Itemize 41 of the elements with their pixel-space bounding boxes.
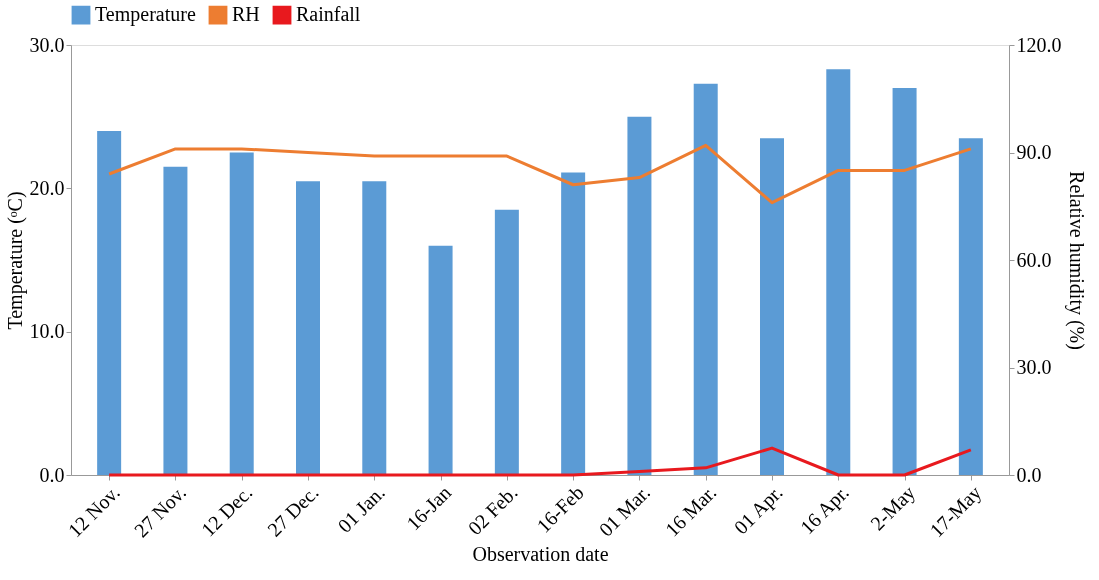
bar bbox=[296, 181, 320, 475]
y2-tick-label: 60.0 bbox=[1016, 248, 1052, 271]
bar bbox=[958, 138, 983, 475]
y-tick-label: 30.0 bbox=[29, 33, 65, 56]
x-tick-label: 02 Feb. bbox=[463, 481, 522, 540]
y2-axis-title: Relative humidity (%) bbox=[1064, 171, 1088, 350]
bar bbox=[627, 116, 652, 475]
x-tick-label: 27 Dec. bbox=[263, 481, 323, 541]
x-tick-label: 01 Mar. bbox=[594, 481, 655, 541]
y2-tick-label: 120.0 bbox=[1016, 33, 1062, 56]
y-tick-label: 10.0 bbox=[29, 320, 65, 343]
line-series bbox=[107, 446, 973, 477]
bar bbox=[892, 88, 917, 475]
x-tick-label: 01 Jan. bbox=[333, 481, 389, 537]
bar bbox=[760, 138, 784, 475]
x-tick-label: 27 Nov. bbox=[129, 481, 191, 542]
line-series bbox=[107, 143, 973, 205]
x-tick-label: 12 Dec. bbox=[196, 481, 257, 541]
y-axis-title: Temperature (ᵒC) bbox=[3, 191, 27, 330]
x-tick-label: 01 Apr. bbox=[729, 481, 788, 539]
bar bbox=[693, 83, 718, 475]
bar bbox=[428, 245, 453, 475]
legend-label: RH bbox=[232, 3, 260, 26]
bar bbox=[229, 152, 254, 475]
y2-tick-label: 30.0 bbox=[1016, 356, 1052, 378]
x-tick-label: 16 Mar. bbox=[660, 481, 721, 541]
y-tick-label: 0.0 bbox=[39, 463, 65, 486]
y2-tick-label: 0.0 bbox=[1016, 463, 1042, 486]
y2-tick-label: 90.0 bbox=[1016, 141, 1052, 163]
bar bbox=[362, 181, 387, 475]
y-tick-label: 20.0 bbox=[29, 176, 65, 199]
legend-label: Rainfall bbox=[296, 3, 361, 26]
x-tick-label: 12 Nov. bbox=[63, 481, 124, 542]
bar bbox=[97, 131, 122, 475]
bar bbox=[163, 166, 188, 475]
legend-label: Temperature bbox=[95, 3, 196, 27]
bar bbox=[494, 209, 519, 475]
bar bbox=[561, 172, 586, 475]
bar bbox=[826, 69, 851, 475]
x-tick-label: 16 Apr. bbox=[795, 481, 854, 539]
x-axis-title: Observation date bbox=[472, 543, 609, 566]
